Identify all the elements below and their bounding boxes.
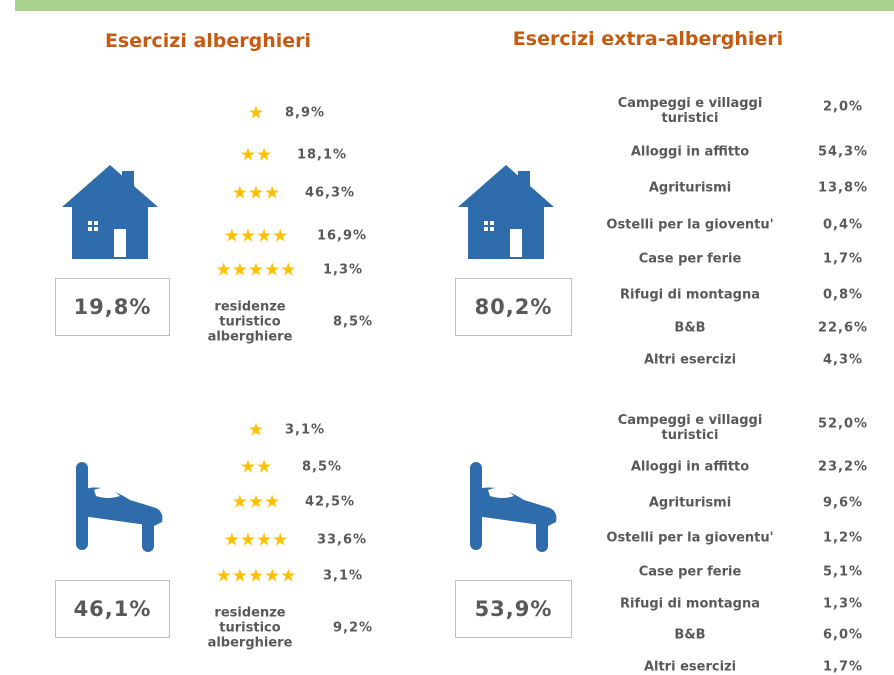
- column-title: Esercizi extra-alberghieri: [512, 28, 784, 50]
- percentage: 18,1%: [296, 147, 348, 163]
- star-rating: ★★★★★: [215, 259, 297, 281]
- percentage: 0,4%: [822, 217, 864, 233]
- percentage: 8,9%: [284, 105, 326, 121]
- category-label: residenze turistico alberghiere: [207, 605, 293, 651]
- percentage: 46,3%: [304, 185, 356, 201]
- category-label: Alloggi in affitto: [630, 144, 750, 160]
- category-label: Campeggi e villaggi turistici: [617, 413, 763, 443]
- category-label: residenze turistico alberghiere: [207, 299, 293, 345]
- percentage: 6,0%: [822, 627, 864, 643]
- category-label: Case per ferie: [638, 251, 742, 267]
- percentage: 1,7%: [822, 659, 864, 675]
- category-label: Agriturismi: [648, 180, 732, 196]
- percentage: 1,3%: [322, 262, 364, 278]
- total-box: 80,2%: [455, 278, 572, 336]
- star-rating: ★★★: [231, 491, 281, 513]
- percentage: 1,2%: [822, 530, 864, 546]
- star-rating: ★★★: [231, 182, 281, 204]
- category-label: Rifugi di montagna: [619, 596, 760, 612]
- total-box: 19,8%: [55, 278, 170, 336]
- percentage: 9,2%: [332, 620, 374, 636]
- house-icon: [62, 165, 158, 259]
- percentage: 4,3%: [822, 352, 864, 368]
- star-rating: ★: [247, 419, 265, 441]
- category-label: B&B: [674, 627, 706, 643]
- percentage: 1,3%: [822, 596, 864, 612]
- percentage: 1,7%: [822, 251, 864, 267]
- percentage: 8,5%: [301, 459, 343, 475]
- category-label: Agriturismi: [648, 495, 732, 511]
- percentage: 5,1%: [822, 564, 864, 580]
- bed-icon: [76, 462, 163, 552]
- category-label: Ostelli per la gioventu': [606, 530, 774, 546]
- percentage: 3,1%: [322, 568, 364, 584]
- star-rating: ★★★★★: [215, 565, 297, 587]
- bed-icon: [470, 462, 557, 552]
- total-box: 46,1%: [55, 580, 170, 638]
- category-label: Campeggi e villaggi turistici: [617, 96, 763, 126]
- total-box: 53,9%: [455, 580, 572, 638]
- category-label: Ostelli per la gioventu': [606, 217, 774, 233]
- percentage: 23,2%: [817, 459, 869, 475]
- percentage: 42,5%: [304, 494, 356, 510]
- category-label: B&B: [674, 320, 706, 336]
- house-icon: [458, 165, 554, 259]
- category-label: Altri esercizi: [643, 659, 737, 675]
- percentage: 16,9%: [316, 228, 368, 244]
- percentage: 22,6%: [817, 320, 869, 336]
- percentage: 33,6%: [316, 532, 368, 548]
- column-title: Esercizi alberghieri: [104, 30, 312, 52]
- star-rating: ★★★★: [223, 529, 289, 551]
- category-label: Rifugi di montagna: [619, 287, 760, 303]
- percentage: 3,1%: [284, 422, 326, 438]
- category-label: Alloggi in affitto: [630, 459, 750, 475]
- percentage: 54,3%: [817, 144, 869, 160]
- star-rating: ★★: [239, 456, 273, 478]
- star-rating: ★★: [239, 144, 273, 166]
- percentage: 13,8%: [817, 180, 869, 196]
- percentage: 0,8%: [822, 287, 864, 303]
- percentage: 2,0%: [822, 99, 864, 115]
- top-bar: [15, 0, 894, 11]
- percentage: 52,0%: [817, 416, 869, 432]
- percentage: 8,5%: [332, 314, 374, 330]
- star-rating: ★★★★: [223, 225, 289, 247]
- percentage: 9,6%: [822, 495, 864, 511]
- star-rating: ★: [247, 102, 265, 124]
- category-label: Case per ferie: [638, 564, 742, 580]
- category-label: Altri esercizi: [643, 352, 737, 368]
